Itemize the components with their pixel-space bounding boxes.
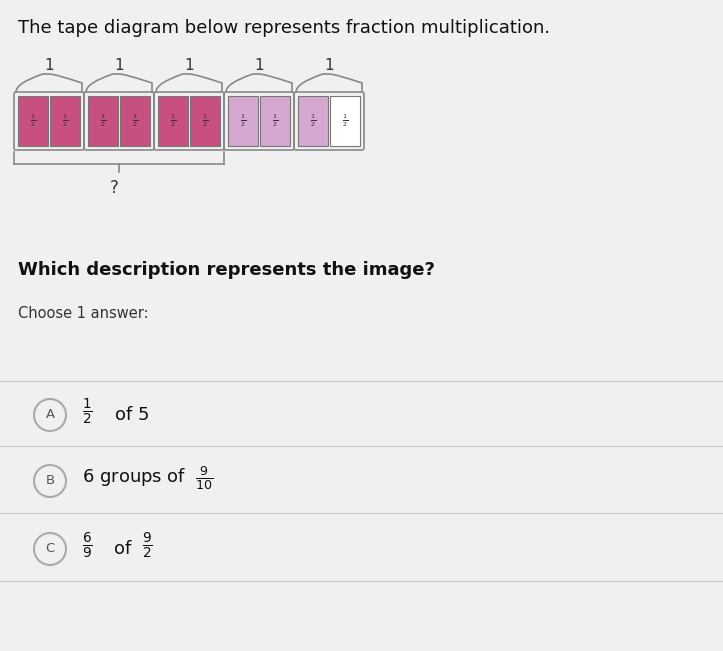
- Text: 1: 1: [324, 59, 334, 74]
- Bar: [228, 96, 258, 146]
- Text: $\frac{1}{2}$: $\frac{1}{2}$: [100, 113, 106, 130]
- Text: $\frac{1}{2}$: $\frac{1}{2}$: [240, 113, 246, 130]
- Bar: [120, 96, 150, 146]
- Text: C: C: [46, 542, 55, 555]
- Text: 1: 1: [254, 59, 264, 74]
- Text: $\frac{9}{2}$: $\frac{9}{2}$: [142, 531, 153, 561]
- Text: 1: 1: [44, 59, 54, 74]
- Bar: [18, 96, 48, 146]
- Text: ?: ?: [110, 179, 119, 197]
- Bar: [298, 96, 328, 146]
- Bar: [190, 96, 220, 146]
- Text: 6 groups of  $\frac{9}{10}$: 6 groups of $\frac{9}{10}$: [82, 464, 214, 492]
- Text: $\frac{1}{2}$: $\frac{1}{2}$: [82, 397, 93, 427]
- Text: $\frac{6}{9}$: $\frac{6}{9}$: [82, 531, 93, 561]
- Text: of: of: [114, 540, 132, 558]
- Bar: [330, 96, 360, 146]
- Text: $\frac{1}{2}$: $\frac{1}{2}$: [132, 113, 138, 130]
- Text: $\frac{1}{2}$: $\frac{1}{2}$: [30, 113, 36, 130]
- Bar: [260, 96, 290, 146]
- Text: $\frac{1}{2}$: $\frac{1}{2}$: [62, 113, 68, 130]
- Text: of 5: of 5: [115, 406, 150, 424]
- Text: $\frac{1}{2}$: $\frac{1}{2}$: [202, 113, 208, 130]
- Text: $\frac{1}{2}$: $\frac{1}{2}$: [170, 113, 176, 130]
- Bar: [158, 96, 188, 146]
- Text: $\frac{1}{2}$: $\frac{1}{2}$: [342, 113, 348, 130]
- Text: B: B: [46, 475, 54, 488]
- Bar: [88, 96, 118, 146]
- Text: Which description represents the image?: Which description represents the image?: [18, 261, 435, 279]
- Text: 1: 1: [184, 59, 194, 74]
- Text: $\frac{1}{2}$: $\frac{1}{2}$: [310, 113, 316, 130]
- Text: The tape diagram below represents fraction multiplication.: The tape diagram below represents fracti…: [18, 19, 550, 37]
- Bar: [50, 96, 80, 146]
- Text: 1: 1: [114, 59, 124, 74]
- Text: A: A: [46, 408, 54, 421]
- Text: $\frac{1}{2}$: $\frac{1}{2}$: [272, 113, 278, 130]
- Text: Choose 1 answer:: Choose 1 answer:: [18, 306, 149, 321]
